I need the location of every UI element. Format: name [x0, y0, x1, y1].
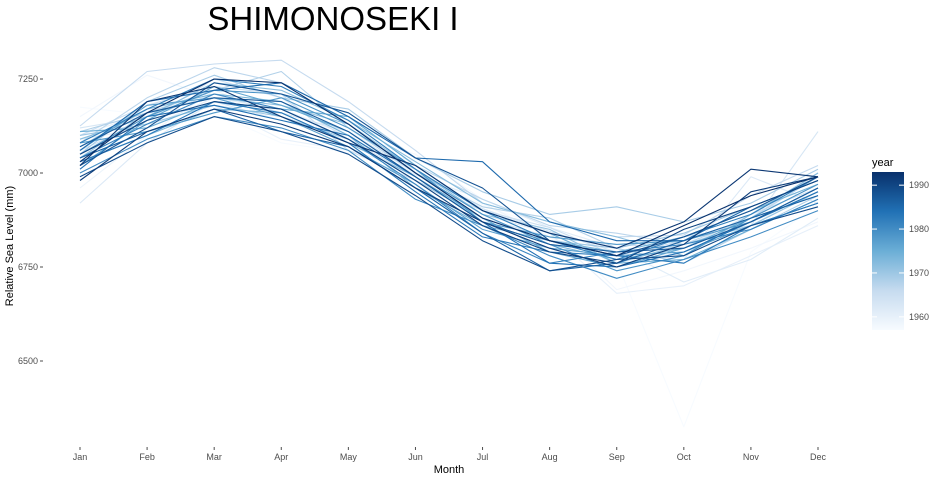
series-line-1992: [79, 85, 819, 249]
x-tick-label: Dec: [810, 452, 827, 462]
x-tick-label: Apr: [274, 452, 288, 462]
x-axis: Jan Feb Mar Apr May Jun Jul Aug Sep Oct Nov Dec: [73, 447, 827, 462]
x-tick-label: Jul: [477, 452, 489, 462]
x-tick-label: Jan: [73, 452, 88, 462]
x-tick-label: Jun: [408, 452, 423, 462]
series-line-1980: [79, 116, 819, 279]
x-tick-label: Mar: [206, 452, 222, 462]
series-line-1989: [79, 116, 819, 272]
series-line-1987: [79, 97, 819, 253]
series-line-1990: [79, 101, 819, 264]
legend-colorbar: [872, 172, 904, 330]
legend-tick-label: 1990: [909, 180, 929, 190]
series-line-1978: [79, 97, 819, 245]
series-layer: [79, 59, 819, 428]
legend-tick-label: 1980: [909, 224, 929, 234]
x-tick-label: Oct: [677, 452, 692, 462]
series-line-1979: [79, 89, 819, 272]
series-line-1981: [79, 93, 819, 264]
y-tick-label: 7000: [18, 168, 38, 178]
chart-title: SHIMONOSEKI I: [207, 0, 458, 37]
series-line-1991: [79, 108, 819, 268]
y-axis-title: Relative Sea Level (mm): [4, 186, 16, 306]
x-tick-label: Aug: [542, 452, 558, 462]
series-line-1982: [79, 78, 819, 261]
y-axis: 6500 6750 7000 7250: [18, 74, 43, 366]
y-tick-label: 7250: [18, 74, 38, 84]
series-line-1971: [79, 97, 819, 264]
series-line-1957: [79, 106, 819, 428]
legend-title: year: [872, 157, 894, 169]
legend-tick-label: 1960: [909, 312, 929, 322]
y-tick-label: 6750: [18, 262, 38, 272]
legend-ticks: 1960 1970 1980 1990: [872, 180, 929, 322]
x-tick-label: Sep: [609, 452, 625, 462]
series-line-1993: [79, 78, 819, 257]
x-tick-label: May: [340, 452, 358, 462]
series-line-1969: [79, 74, 819, 223]
x-tick-label: Nov: [743, 452, 760, 462]
x-tick-label: Feb: [139, 452, 155, 462]
x-axis-title: Month: [434, 464, 465, 476]
legend-tick-label: 1970: [909, 268, 929, 278]
legend: year 1960 1970 1980 1990: [872, 157, 929, 330]
series-line-1961: [79, 97, 819, 283]
series-line-1988: [79, 82, 819, 257]
y-tick-label: 6500: [18, 356, 38, 366]
